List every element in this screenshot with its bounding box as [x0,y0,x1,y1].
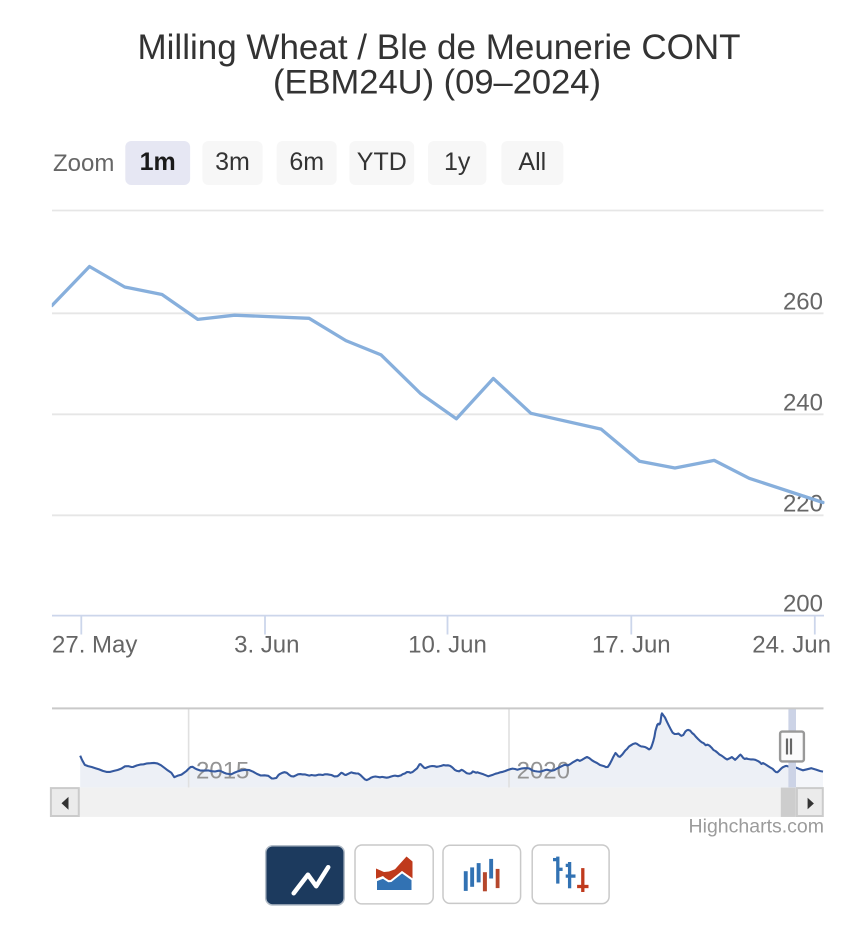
svg-text:17. Jun: 17. Jun [592,631,671,658]
svg-text:1m: 1m [140,148,176,176]
svg-text:Zoom: Zoom [53,150,114,177]
svg-text:3. Jun: 3. Jun [234,631,299,658]
svg-text:All: All [518,148,546,176]
svg-text:24. Jun: 24. Jun [752,631,831,658]
svg-text:(EBM24U) (09–2024): (EBM24U) (09–2024) [273,64,601,102]
svg-text:260: 260 [783,288,823,315]
svg-text:Highcharts.com: Highcharts.com [689,816,824,838]
svg-text:10. Jun: 10. Jun [408,631,487,658]
svg-text:1y: 1y [444,148,471,176]
svg-text:3m: 3m [215,148,250,176]
svg-text:200: 200 [783,590,823,617]
svg-text:Milling Wheat / Ble de Meuneri: Milling Wheat / Ble de Meunerie CONT [138,28,741,67]
svg-text:27. May: 27. May [52,631,137,658]
svg-text:240: 240 [783,389,823,416]
svg-text:6m: 6m [289,148,324,176]
svg-text:YTD: YTD [357,148,407,176]
